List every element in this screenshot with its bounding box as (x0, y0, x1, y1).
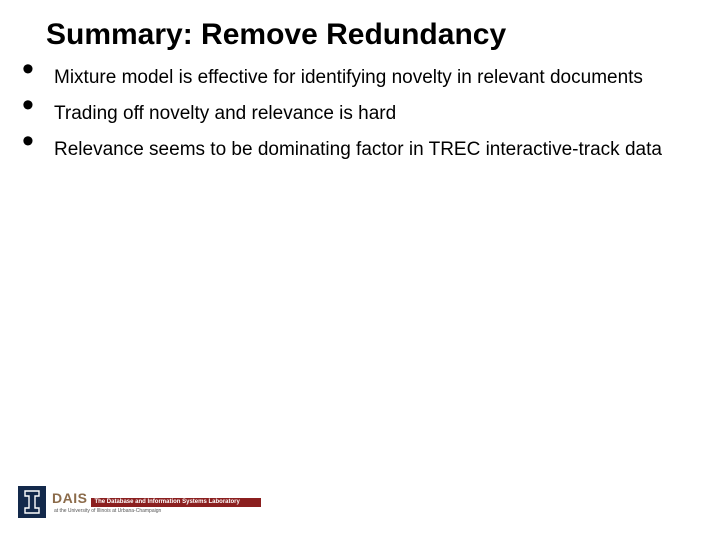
footer-logo: DAIS The Database and Information System… (18, 486, 261, 518)
illinois-i-icon (18, 486, 46, 518)
bullet-item: Mixture model is effective for identifyi… (18, 66, 702, 90)
dais-subtext: at the University of Illinois at Urbana-… (54, 508, 261, 514)
dais-label: DAIS (52, 490, 87, 506)
slide-title: Summary: Remove Redundancy (46, 18, 702, 52)
bullet-list: Mixture model is effective for identifyi… (18, 66, 702, 161)
dais-top-row: DAIS The Database and Information System… (52, 490, 261, 507)
bullet-item: Relevance seems to be dominating factor … (18, 138, 702, 162)
bullet-text: Trading off novelty and relevance is har… (54, 103, 396, 124)
dais-block: DAIS The Database and Information System… (52, 490, 261, 514)
bullet-item: Trading off novelty and relevance is har… (18, 102, 702, 126)
bullet-text: Relevance seems to be dominating factor … (54, 139, 662, 160)
bullet-text: Mixture model is effective for identifyi… (54, 67, 643, 88)
dais-bar: The Database and Information Systems Lab… (91, 498, 261, 507)
slide: Summary: Remove Redundancy Mixture model… (0, 0, 720, 540)
dais-bar-text: The Database and Information Systems Lab… (94, 499, 239, 505)
